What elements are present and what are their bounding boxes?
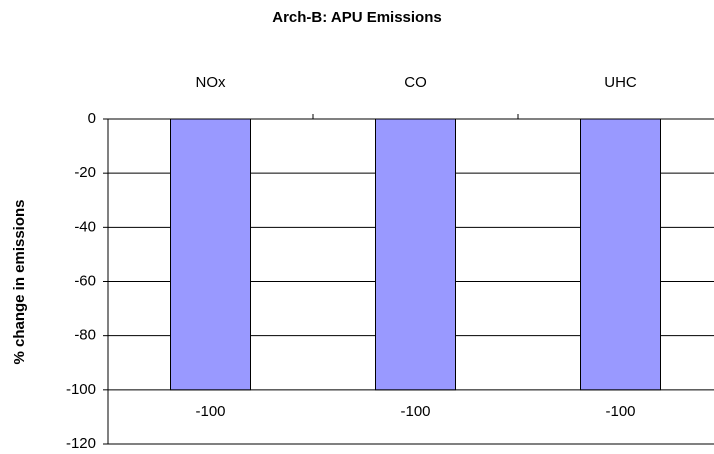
y-tick-label: -120 xyxy=(66,435,96,452)
y-tick-label: 0 xyxy=(88,110,96,127)
data-label: -100 xyxy=(605,403,635,420)
x-tick-label: NOx xyxy=(196,74,227,91)
y-tick-label: -80 xyxy=(74,327,96,344)
bar xyxy=(375,118,456,391)
x-tick-label: CO xyxy=(404,74,427,91)
chart-title: Arch-B: APU Emissions xyxy=(272,9,441,26)
y-tick-label: -40 xyxy=(74,218,96,235)
data-label: -100 xyxy=(400,403,430,420)
bar xyxy=(170,118,251,391)
y-tick-label: -60 xyxy=(74,272,96,289)
bar xyxy=(580,118,661,391)
y-tick-label: -100 xyxy=(66,381,96,398)
x-tick-label: UHC xyxy=(604,74,637,91)
y-axis-title: % change in emissions xyxy=(11,199,28,364)
data-label: -100 xyxy=(195,403,225,420)
y-tick-label: -20 xyxy=(74,164,96,181)
